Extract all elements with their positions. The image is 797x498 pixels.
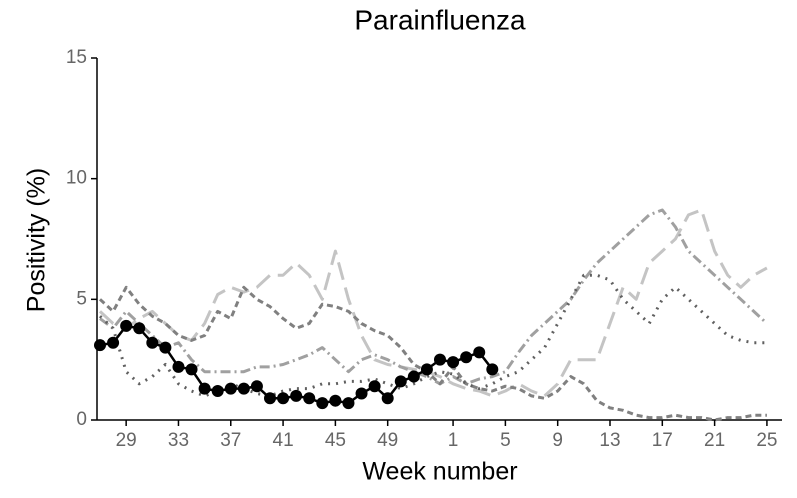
point (120, 319, 133, 332)
x-tick-label: 17 (652, 430, 673, 451)
x-tick-label: 33 (168, 430, 189, 451)
point (394, 375, 407, 388)
x-tick-label: 21 (704, 430, 725, 451)
y-tick-label: 10 (66, 168, 87, 189)
point (133, 322, 146, 335)
point (303, 392, 316, 405)
x-tick-label: 13 (599, 430, 620, 451)
point (172, 360, 185, 373)
point (250, 380, 263, 393)
point (224, 382, 237, 395)
y-tick-label: 15 (66, 47, 87, 68)
series-line (98, 285, 767, 422)
point (264, 392, 276, 405)
point (407, 370, 420, 383)
point (473, 346, 486, 359)
y-tick-label: 5 (76, 288, 87, 309)
x-tick-label: 1 (448, 430, 459, 451)
point (290, 389, 303, 402)
series-line (98, 208, 768, 398)
x-tick-label: 49 (377, 430, 398, 451)
x-tick-label: 5 (500, 430, 511, 451)
point (107, 336, 120, 349)
point (447, 356, 460, 369)
point (94, 339, 106, 352)
point (211, 385, 224, 398)
y-axis-label: Positivity (%) (23, 168, 51, 312)
point (329, 394, 342, 407)
x-tick-label: 45 (325, 430, 346, 451)
x-tick-label: 29 (116, 430, 137, 451)
point (316, 397, 329, 410)
point (368, 380, 381, 393)
point (434, 353, 446, 366)
point (381, 392, 394, 405)
point (355, 387, 368, 400)
point (277, 392, 290, 405)
x-tick-label: 37 (220, 430, 241, 451)
point (486, 363, 499, 376)
point (342, 397, 355, 410)
x-axis-label: Week number (362, 458, 517, 486)
y-tick-label: 0 (76, 409, 87, 430)
point (460, 351, 473, 364)
x-tick-label: 25 (756, 430, 777, 451)
point (420, 363, 433, 376)
point (159, 341, 172, 354)
x-tick-label: 41 (273, 430, 294, 451)
point (146, 336, 159, 349)
point (237, 382, 250, 395)
point (198, 382, 211, 395)
chart-title: Parainfluenza (354, 4, 526, 35)
x-tick-label: 9 (552, 430, 563, 451)
point (185, 363, 198, 376)
